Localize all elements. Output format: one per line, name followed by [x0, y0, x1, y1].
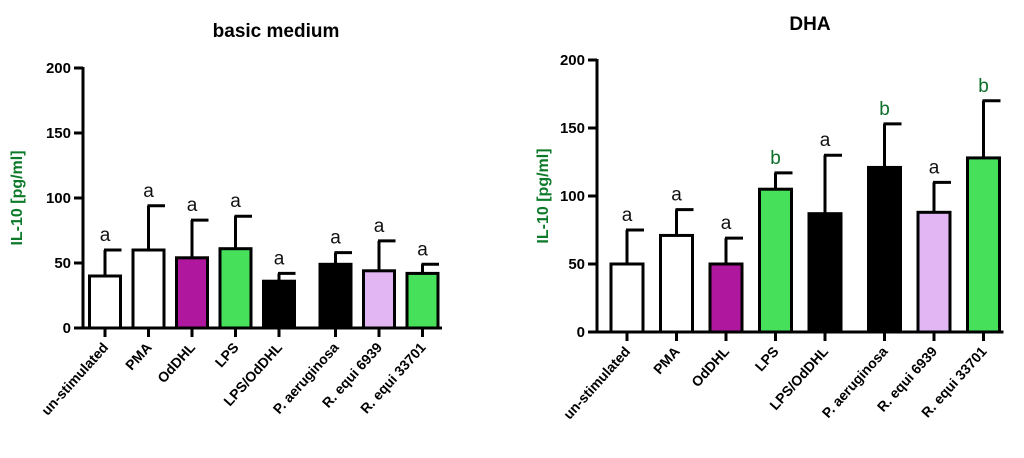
- y-axis-label: IL-10 [pg/ml]: [9, 150, 26, 245]
- bar-lps: [218, 247, 253, 330]
- significance-letter: a: [100, 225, 111, 246]
- bar-r-equi-6939: [916, 210, 952, 334]
- x-category-label: PMA: [650, 343, 683, 377]
- bar-oddhl: [708, 262, 744, 334]
- bar-p-aeruginosa: [867, 165, 902, 334]
- chart-title: DHA: [789, 14, 830, 35]
- significance-letter: a: [622, 205, 633, 226]
- x-category-label: PMA: [122, 339, 155, 373]
- x-category-label: un-stimulated: [560, 343, 633, 422]
- bar-pma: [131, 248, 166, 330]
- significance-letter: a: [721, 213, 732, 234]
- y-tick-label: 200: [46, 60, 71, 77]
- y-tick-label: 0: [577, 324, 585, 341]
- bar-r-equi-33701: [405, 271, 440, 330]
- bar-pma: [659, 233, 694, 334]
- bar-lps-oddhl: [262, 279, 296, 330]
- y-tick-label: 150: [46, 125, 71, 142]
- significance-letter: b: [978, 76, 989, 97]
- significance-letter: a: [820, 130, 831, 151]
- x-category-label: LPS: [752, 343, 782, 374]
- x-category-label: un-stimulated: [38, 339, 111, 418]
- bar-un-stimulated: [609, 262, 645, 334]
- significance-letter: a: [417, 239, 428, 260]
- y-tick-label: 50: [568, 256, 585, 273]
- y-tick-label: 0: [63, 320, 71, 337]
- bar-p-aeruginosa: [318, 262, 353, 330]
- significance-letter: b: [770, 148, 781, 169]
- chart-panel-2: DHA IL-10 [pg/ml] 0 50 100 150 200 a un-stimulat…: [535, 14, 1004, 422]
- y-tick-label: 50: [54, 255, 71, 272]
- y-tick-label: 150: [560, 120, 585, 137]
- significance-letter: a: [230, 191, 241, 212]
- significance-letter: a: [187, 195, 198, 216]
- y-tick-label: 200: [560, 52, 585, 69]
- significance-letter: a: [374, 216, 385, 237]
- bar-lps-oddhl: [807, 212, 843, 334]
- x-category-label: OdDHL: [688, 343, 732, 390]
- y-axis-label: IL-10 [pg/ml]: [535, 148, 552, 243]
- significance-letter: a: [330, 228, 341, 249]
- bar-lps: [758, 187, 793, 334]
- chart-title: basic medium: [213, 21, 340, 42]
- y-tick-label: 100: [560, 188, 585, 205]
- significance-letter: b: [879, 99, 890, 120]
- y-tick-label: 100: [46, 190, 71, 207]
- x-category-label: OdDHL: [154, 339, 198, 386]
- bar-r-equi-6939: [362, 269, 396, 330]
- bar-un-stimulated: [88, 274, 122, 330]
- significance-letter: a: [274, 248, 285, 269]
- bar-r-equi-33701: [966, 156, 1001, 334]
- chart-panel-1: basic medium IL-10 [pg/ml] 0 50 100 150 200 a un…: [9, 21, 442, 418]
- x-category-label: LPS: [212, 339, 242, 370]
- significance-letter: a: [671, 185, 682, 206]
- significance-letter: a: [929, 157, 940, 178]
- bar-oddhl: [175, 256, 209, 330]
- significance-letter: a: [143, 181, 154, 202]
